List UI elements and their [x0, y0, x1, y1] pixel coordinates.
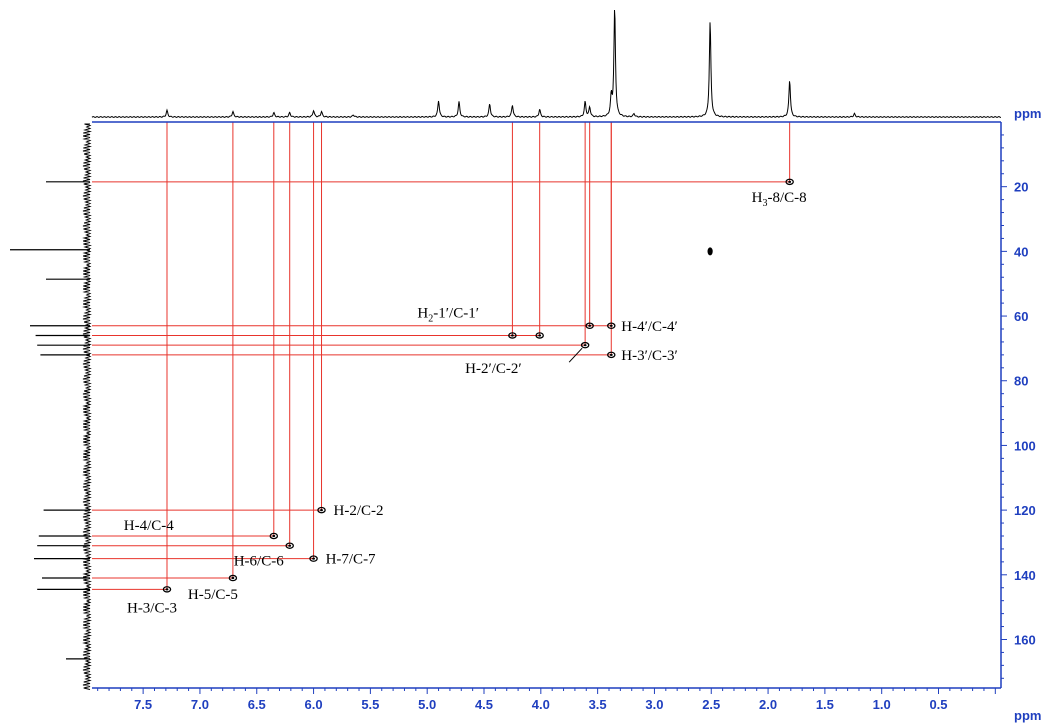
cross-peak-core-3-0 — [583, 344, 587, 347]
correlation-lines — [92, 122, 791, 590]
cross-peak-1-1 — [535, 332, 544, 339]
cross-peak-core-2-1 — [588, 324, 592, 327]
cross-peak-7-0 — [285, 542, 294, 549]
annotation-4: H-3′/C-3′ — [621, 348, 678, 364]
x-tick-label-2: 6.5 — [248, 697, 266, 712]
cross-peak-10-0 — [162, 586, 172, 593]
y-tick-label-0: 20 — [1014, 180, 1028, 195]
x-tick-label-3: 6.0 — [305, 697, 323, 712]
annotations: H3-8/C-8 H2-1′/C-1′ H-4′/C-4′ H-2′/C-2′ H-3′… — [124, 190, 807, 617]
y-axis-unit: ppm — [1014, 106, 1041, 121]
cross-peak-core-1-1 — [538, 334, 542, 337]
x-tick-label-5: 5.0 — [418, 697, 436, 712]
y-tick-label-3: 80 — [1014, 374, 1028, 389]
x-tick-label-12: 1.5 — [816, 697, 834, 712]
cross-peak-core-2-0 — [609, 324, 613, 327]
leader-h2p — [568, 347, 583, 363]
x-tick-label-0: 7.5 — [134, 697, 152, 712]
cross-peak-4-0 — [607, 351, 616, 359]
annotation-2: H-4′/C-4′ — [621, 319, 678, 335]
cross-peak-core-0-0 — [788, 180, 792, 183]
cross-peak-core-9-0 — [231, 576, 235, 580]
x-tick-label-1: 7.0 — [191, 697, 209, 712]
x-tick-label-13: 1.0 — [873, 697, 891, 712]
cross-peak-core-5-0 — [320, 509, 323, 512]
carbon-baseline-noise — [82, 123, 92, 690]
x-tick-label-10: 2.5 — [702, 697, 720, 712]
cross-peak-9-0 — [228, 574, 238, 582]
cross-peak-core-4-0 — [609, 353, 613, 356]
x-tick-label-9: 3.0 — [645, 697, 663, 712]
annotation-5: H-2/C-2 — [334, 503, 384, 519]
x-tick-label-6: 4.5 — [475, 697, 493, 712]
x-tick-label-4: 5.5 — [361, 697, 379, 712]
cross-peak-6-0 — [269, 532, 279, 540]
cross-peak-core-6-0 — [272, 534, 276, 538]
annotation-6: H-4/C-4 — [124, 518, 174, 534]
annotation-10: H-3/C-3 — [127, 600, 177, 616]
x-tick-label-11: 2.0 — [759, 697, 777, 712]
cross-peak-2-0 — [607, 322, 616, 330]
cross-peak-3-0 — [580, 341, 590, 349]
y-tick-label-5: 120 — [1014, 503, 1036, 518]
cross-peak-8-0 — [309, 555, 318, 562]
annotation-9: H-5/C-5 — [188, 587, 238, 603]
annotation-7: H-6/C-6 — [234, 554, 284, 570]
annotation-1: H2-1′/C-1′ — [417, 305, 479, 324]
carbon-spectrum — [10, 123, 92, 690]
cross-peak-core-10-0 — [165, 588, 169, 591]
y-tick-label-7: 160 — [1014, 632, 1036, 647]
y-tick-label-4: 100 — [1014, 438, 1036, 453]
y-tick-label-2: 60 — [1014, 309, 1028, 324]
cross-peak-5-0 — [317, 506, 326, 514]
cross-peak-core-8-0 — [312, 557, 315, 560]
annotation-8: H-7/C-7 — [326, 552, 376, 568]
y-tick-label-6: 140 — [1014, 568, 1036, 583]
proton-spectrum — [91, 9, 1001, 118]
y-tick-label-1: 40 — [1014, 244, 1028, 259]
solvent-peak-0 — [707, 247, 713, 256]
x-axis-unit: ppm — [1014, 708, 1041, 723]
proton-trace-line — [91, 9, 1001, 118]
cross-peak-core-1-0 — [511, 334, 514, 337]
annotation-0: H3-8/C-8 — [752, 190, 807, 209]
cross-peak-1-0 — [508, 332, 517, 339]
x-tick-label-14: 0.5 — [929, 697, 947, 712]
cross-peak-2-1 — [585, 322, 594, 330]
x-tick-label-7: 4.0 — [532, 697, 550, 712]
cross-peak-0-0 — [785, 178, 794, 186]
axes: 7.5 7.0 6.5 6.0 5.5 5.0 4.5 4.0 3.5 3.0 2.5 2.0 1.5 1… — [92, 121, 1036, 712]
cross-peaks — [162, 178, 794, 593]
cross-peak-core-7-0 — [288, 544, 292, 547]
annotation-3: H-2′/C-2′ — [465, 361, 522, 377]
x-tick-label-8: 3.5 — [589, 697, 607, 712]
